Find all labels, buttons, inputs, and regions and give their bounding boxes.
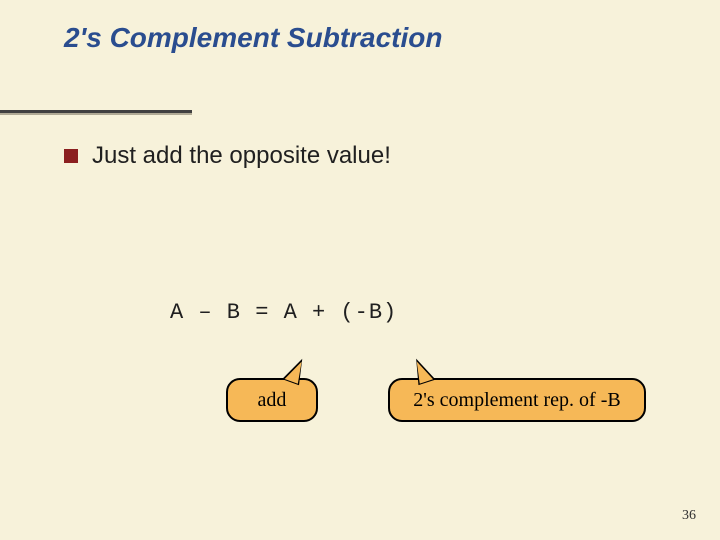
- callout-add: add: [226, 378, 318, 422]
- bullet-item: Just add the opposite value!: [64, 142, 391, 170]
- bullet-square-icon: [64, 149, 78, 163]
- callout-twoscomp: 2's complement rep. of -B: [388, 378, 646, 422]
- bullet-text: Just add the opposite value!: [92, 142, 391, 170]
- page-number: 36: [682, 508, 696, 524]
- slide-title: 2's Complement Subtraction: [64, 22, 443, 54]
- title-underline-shadow: [0, 113, 192, 115]
- equation-text: A – B = A + (-B): [170, 300, 397, 325]
